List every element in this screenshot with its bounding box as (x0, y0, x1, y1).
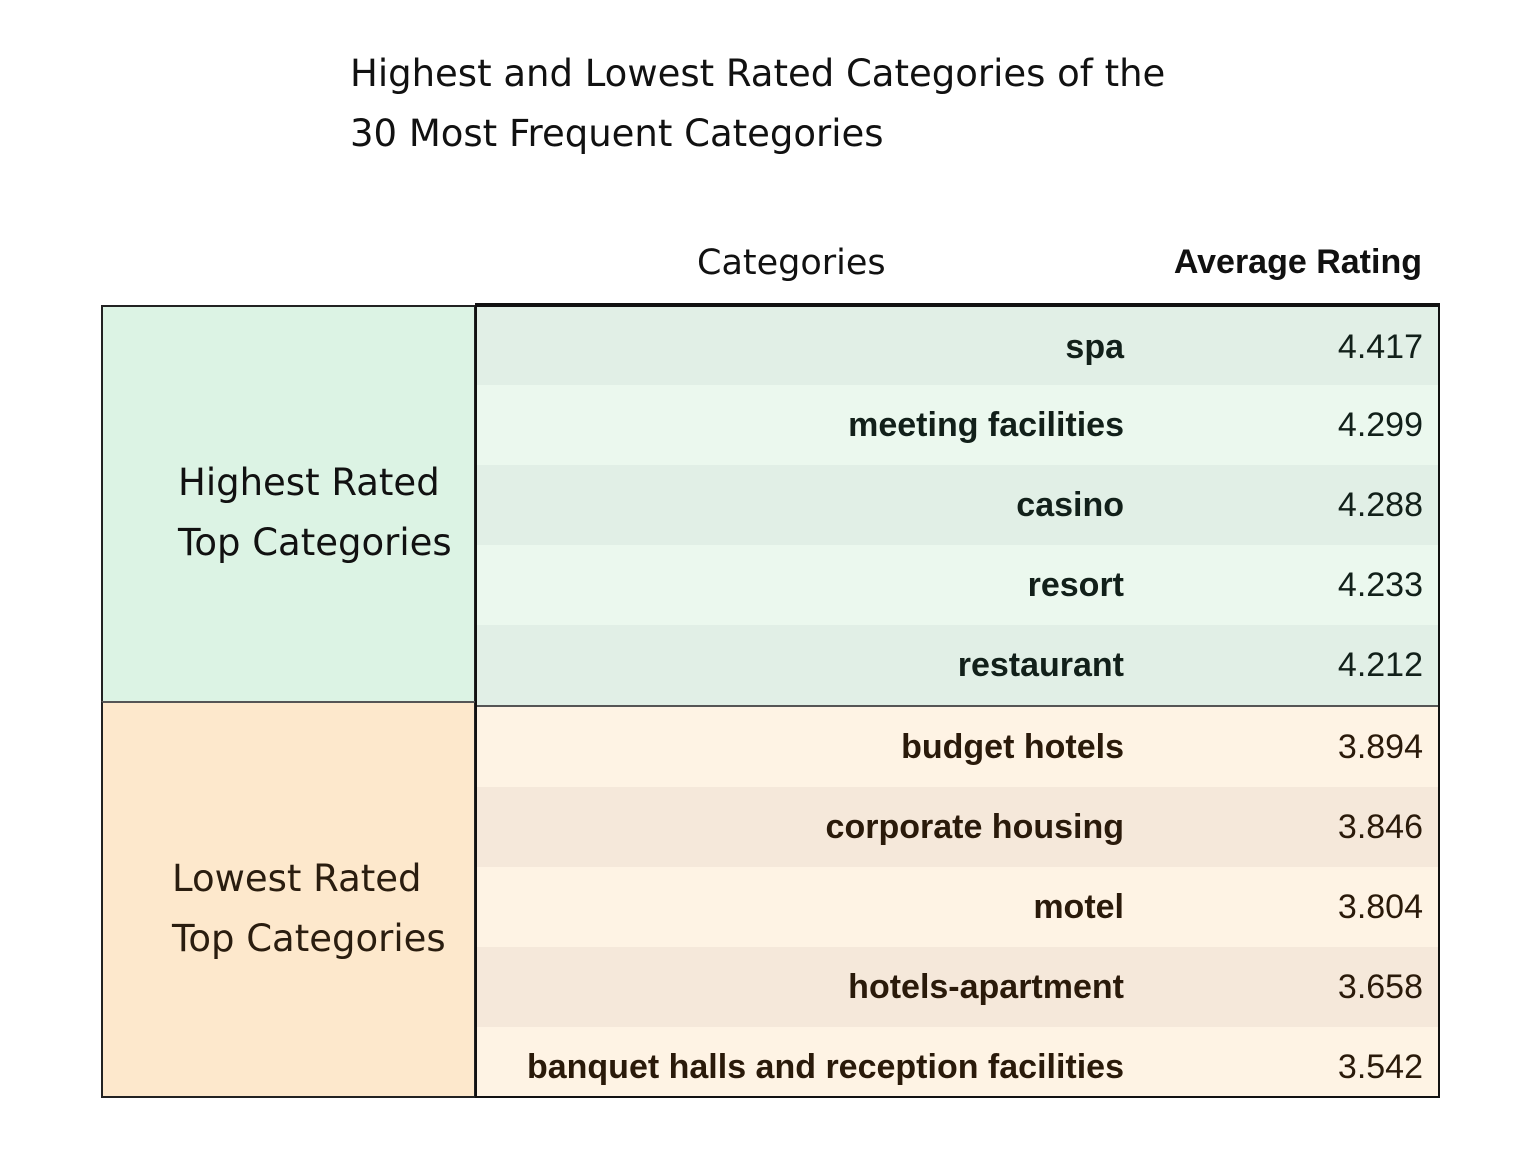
group-divider (477, 705, 1438, 707)
category-cell: corporate housing (825, 808, 1124, 846)
category-cell: hotels-apartment (848, 968, 1124, 1006)
column-header-average-rating: Average Rating (1173, 243, 1422, 281)
rating-cell: 4.288 (1337, 486, 1423, 524)
category-cell: spa (1065, 328, 1124, 366)
category-cell: resort (1027, 566, 1124, 604)
chart-title-line-1: Highest and Lowest Rated Categories of t… (350, 52, 1166, 95)
group-label-line-1: Highest Rated (178, 461, 440, 504)
rating-cell: 3.804 (1337, 888, 1423, 926)
category-cell: restaurant (957, 646, 1124, 684)
table-row: hotels-apartment 3.658 (477, 947, 1438, 1027)
rating-cell: 4.299 (1337, 406, 1423, 444)
table-row: restaurant 4.212 (477, 625, 1438, 705)
category-cell: meeting facilities (848, 406, 1124, 444)
rating-cell: 4.233 (1337, 566, 1423, 604)
table-row: corporate housing 3.846 (477, 787, 1438, 867)
group-label-line-2: Top Categories (172, 917, 446, 960)
column-header-categories: Categories (697, 243, 886, 283)
rating-cell: 3.846 (1337, 808, 1423, 846)
chart-title-line-2: 30 Most Frequent Categories (350, 112, 884, 155)
category-cell: budget hotels (901, 728, 1124, 766)
group-panel-highest-rated: Highest Rated Top Categories (101, 305, 476, 703)
group-panel-lowest-rated: Lowest Rated Top Categories (101, 701, 476, 1098)
chart-title: Highest and Lowest Rated Categories of t… (350, 44, 1350, 164)
rating-cell: 3.658 (1337, 968, 1423, 1006)
rating-cell: 3.894 (1337, 728, 1423, 766)
group-label-highest-rated: Highest Rated Top Categories (178, 453, 452, 573)
table-row: resort 4.233 (477, 545, 1438, 625)
category-cell: casino (1016, 486, 1124, 524)
table-row: banquet halls and reception facilities 3.… (477, 1027, 1438, 1096)
group-label-line-1: Lowest Rated (172, 857, 422, 900)
group-label-lowest-rated: Lowest Rated Top Categories (172, 849, 446, 969)
rating-cell: 3.542 (1337, 1048, 1423, 1086)
ratings-table: spa 4.417 meeting facilities 4.299 casino 4.2… (475, 303, 1440, 1098)
group-label-line-2: Top Categories (178, 521, 452, 564)
category-cell: motel (1033, 888, 1124, 926)
table-row: budget hotels 3.894 (477, 707, 1438, 787)
rating-cell: 4.212 (1337, 646, 1423, 684)
category-cell: banquet halls and reception facilities (526, 1048, 1124, 1086)
table-row: casino 4.288 (477, 465, 1438, 545)
table-row: meeting facilities 4.299 (477, 385, 1438, 465)
table-row: motel 3.804 (477, 867, 1438, 947)
rating-cell: 4.417 (1337, 328, 1423, 366)
table-row: spa 4.417 (477, 307, 1438, 387)
